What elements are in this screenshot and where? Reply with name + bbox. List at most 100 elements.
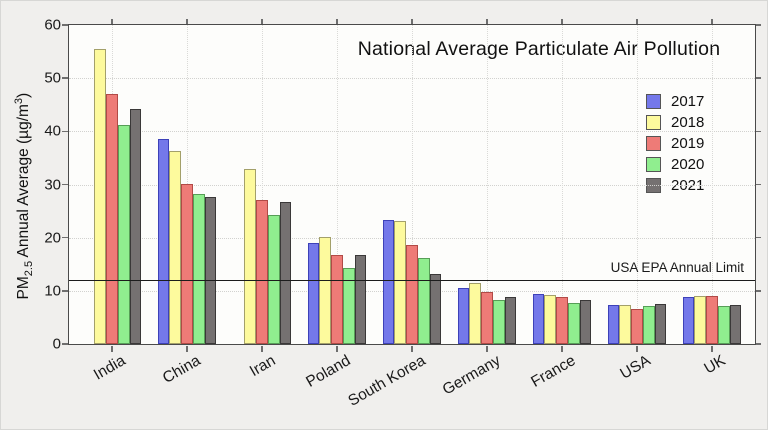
x-tick-bottom-iran: [261, 346, 263, 352]
x-tick-top-germany: [486, 19, 488, 24]
gridline-x-poland: [337, 25, 338, 344]
x-tick-label-uk: UK: [701, 352, 742, 377]
legend-swatch-2018: [646, 115, 661, 130]
legend-item-2018: 2018: [646, 112, 704, 133]
y-tick-right-40: [756, 130, 761, 133]
x-tick-top-usa: [636, 19, 638, 24]
bar-france-2021: [579, 300, 592, 344]
gridline-x-uk: [712, 25, 713, 344]
x-tick-label-text: Iran: [246, 352, 279, 381]
bar-iran-2020: [267, 215, 280, 344]
bar-china-2021: [204, 197, 217, 344]
bar-south-korea-2020: [417, 258, 430, 344]
bar-india-2021: [129, 109, 142, 344]
bar-india-2018: [94, 48, 107, 344]
bar-france-2019: [556, 296, 568, 344]
x-tick-bottom-china: [186, 346, 188, 352]
bar-uk-2019: [706, 296, 718, 344]
bar-uk-2021: [729, 305, 742, 344]
x-tick-top-uk: [711, 19, 713, 24]
x-tick-top-india: [111, 19, 113, 24]
legend-label-2019: 2019: [671, 135, 705, 152]
bar-usa-2020: [642, 306, 655, 344]
gridline-x-france: [562, 25, 563, 344]
bar-germany-2017: [457, 287, 470, 344]
bar-france-2020: [567, 302, 580, 344]
y-tick-label-40: 40: [44, 122, 61, 140]
x-tick-top-iran: [261, 19, 263, 24]
y-tick-left-60: [62, 24, 68, 26]
y-tick-right-0: [756, 343, 761, 345]
y-tick-label-10: 10: [44, 282, 61, 300]
legend-label-2020: 2020: [671, 156, 705, 173]
bar-usa-2021: [654, 304, 667, 344]
y-tick-right-20: [756, 236, 761, 239]
x-tick-top-poland: [336, 19, 338, 24]
x-tick-bottom-usa: [636, 346, 638, 352]
bar-germany-2019: [481, 291, 493, 344]
x-tick-bottom-india: [111, 346, 113, 352]
y-tick-left-0: [62, 343, 68, 345]
x-tick-label-iran: Iran: [247, 352, 297, 380]
bar-india-2019: [106, 94, 118, 344]
y-tick-right-10: [756, 290, 761, 292]
x-tick-label-france: France: [528, 352, 618, 391]
legend-swatch-2021: [646, 178, 661, 193]
x-tick-bottom-uk: [711, 346, 713, 352]
y-tick-label-30: 30: [44, 176, 61, 193]
chart-title: National Average Particulate Air Polluti…: [357, 38, 721, 60]
bar-poland-2017: [307, 242, 320, 344]
bar-uk-2017: [682, 296, 695, 344]
x-tick-label-text: UK: [701, 352, 729, 378]
legend-label-2018: 2018: [671, 114, 705, 131]
bar-india-2020: [117, 124, 130, 344]
bar-usa-2019: [631, 308, 643, 344]
y-tick-left-10: [62, 290, 68, 292]
legend-swatch-2019: [646, 136, 661, 151]
legend-label-2021: 2021: [671, 177, 705, 194]
bar-poland-2019: [331, 255, 343, 344]
x-tick-top-south-korea: [411, 19, 413, 24]
gridline-x-usa: [637, 25, 638, 344]
bar-iran-2018: [244, 168, 257, 344]
x-tick-bottom-germany: [486, 346, 488, 352]
bar-south-korea-2019: [406, 244, 418, 344]
bar-iran-2021: [279, 201, 292, 344]
bar-usa-2017: [607, 304, 620, 344]
x-tick-bottom-poland: [336, 346, 338, 352]
x-tick-label-text: Poland: [303, 352, 354, 391]
y-tick-left-40: [62, 130, 68, 133]
legend: 2017 2018 2019 2020 2021: [646, 91, 704, 196]
bar-poland-2021: [354, 254, 367, 344]
x-tick-label-poland: Poland: [303, 352, 393, 391]
gridline-x-germany: [487, 25, 488, 344]
bar-france-2018: [544, 295, 557, 344]
bar-south-korea-2021: [429, 273, 442, 344]
gridline-x-south-korea: [412, 25, 413, 344]
x-tick-label-usa: USA: [617, 352, 677, 383]
bar-uk-2020: [717, 306, 730, 344]
y-tick-right-50: [756, 77, 761, 79]
bar-china-2020: [192, 194, 205, 344]
gridline-x-iran: [262, 25, 263, 344]
y-tick-label-60: 60: [44, 16, 61, 34]
bar-usa-2018: [619, 305, 632, 344]
bar-south-korea-2017: [382, 220, 395, 344]
x-tick-top-china: [186, 19, 188, 24]
y-tick-right-60: [756, 24, 761, 26]
bar-germany-2018: [469, 282, 482, 344]
x-tick-label-text: USA: [617, 352, 654, 383]
bar-germany-2021: [504, 296, 517, 344]
legend-item-2017: 2017: [646, 91, 704, 112]
bar-poland-2018: [319, 236, 332, 344]
legend-swatch-2017: [646, 94, 661, 109]
epa-limit-label: USA EPA Annual Limit: [610, 260, 744, 276]
y-tick-right-30: [756, 183, 761, 186]
bar-iran-2019: [256, 200, 268, 344]
x-tick-bottom-france: [561, 346, 563, 352]
y-tick-left-50: [62, 77, 68, 79]
x-tick-bottom-south-korea: [411, 346, 413, 352]
legend-item-2021: 2021: [646, 175, 704, 196]
bar-china-2019: [181, 183, 193, 344]
bar-germany-2020: [492, 299, 505, 344]
